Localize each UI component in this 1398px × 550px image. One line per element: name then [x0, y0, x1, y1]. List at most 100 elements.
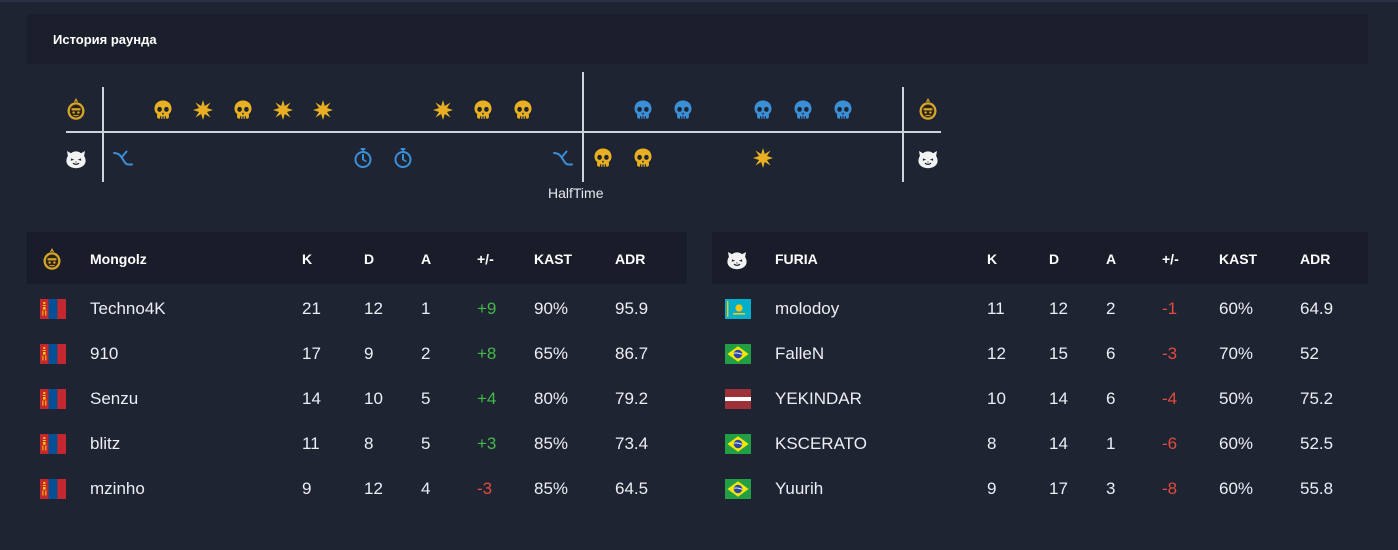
assists: 6: [1106, 344, 1116, 363]
player-name[interactable]: molodoy: [775, 299, 840, 318]
skull-icon: [632, 99, 654, 121]
player-name[interactable]: YEKINDAR: [775, 389, 862, 408]
player-name[interactable]: KSCERATO: [775, 434, 867, 453]
kills: 17: [302, 344, 321, 363]
round-cell: [264, 87, 302, 132]
brazil-flag-icon: [725, 479, 751, 499]
stopwatch-icon: [352, 147, 374, 169]
player-row: Yuurih 9 17 3 -8 60% 55.8: [712, 466, 1368, 511]
plus-minus: +8: [477, 344, 497, 363]
round-cell: [424, 87, 462, 132]
kast: 70%: [1219, 344, 1254, 363]
deaths: 12: [1049, 299, 1068, 318]
kills: 9: [987, 479, 997, 498]
deaths: 15: [1049, 344, 1068, 363]
round-cell: [744, 135, 782, 180]
round-cell: [704, 135, 742, 180]
round-cell: [504, 135, 542, 180]
col-adr: ADR: [1300, 251, 1331, 267]
player-row: Techno4K 21 12 1 +9 90% 95.9: [27, 286, 687, 331]
plus-minus: -6: [1162, 434, 1178, 453]
mongolz-scoreboard: Mongolz K D A +/- KAST ADR Techno4K 21 12 1…: [27, 232, 687, 522]
round-cell: [304, 135, 342, 180]
player-name[interactable]: blitz: [90, 434, 121, 453]
col-assists: A: [1106, 251, 1117, 267]
col-assists: A: [421, 251, 432, 267]
furia-scoreboard: FURIA K D A +/- KAST ADR molodoy 11 12 2 -1 6…: [712, 232, 1368, 522]
mongolz-logo-icon: [39, 246, 65, 272]
kills: 11: [987, 299, 1005, 318]
col-kast: KAST: [534, 251, 573, 267]
round-cell: [824, 87, 862, 132]
player-name[interactable]: 910: [90, 344, 119, 363]
team-divider-line: [66, 131, 941, 133]
player-name[interactable]: Techno4K: [90, 299, 166, 318]
round-cell: [864, 87, 902, 132]
round-cell: [384, 135, 422, 180]
kills: 14: [302, 389, 321, 408]
round-cell: [824, 135, 862, 180]
round-cell: [184, 87, 222, 132]
mongolia-flag-icon: [40, 299, 66, 319]
round-cell: [144, 87, 182, 132]
player-row: KSCERATO 8 14 1 -6 60% 52.5: [712, 421, 1368, 466]
player-name[interactable]: Senzu: [90, 389, 139, 408]
kast: 65%: [534, 344, 569, 363]
kast: 60%: [1219, 479, 1254, 498]
round-cell: [664, 87, 702, 132]
explosion-icon: [432, 99, 454, 121]
team-name: Mongolz: [90, 251, 147, 267]
plus-minus: -4: [1162, 389, 1178, 408]
round-cell: [104, 87, 142, 132]
explosion-icon: [312, 99, 334, 121]
player-name[interactable]: FalleN: [775, 344, 825, 363]
brazil-flag-icon: [725, 344, 751, 364]
col-kast: KAST: [1219, 251, 1258, 267]
kast: 60%: [1219, 299, 1254, 318]
round-cell: [424, 135, 462, 180]
assists: 6: [1106, 389, 1116, 408]
skull-icon: [472, 99, 494, 121]
skull-icon: [672, 99, 694, 121]
round-cell: [344, 135, 382, 180]
assists: 4: [421, 479, 431, 498]
furia-panther-icon: [916, 146, 940, 170]
player-row: blitz 11 8 5 +3 85% 73.4: [27, 421, 687, 466]
player-row: FalleN 12 15 6 -3 70% 52: [712, 331, 1368, 376]
skull-icon: [592, 147, 614, 169]
adr: 79.2: [615, 389, 649, 408]
skull-icon: [632, 147, 654, 169]
player-name[interactable]: Yuurih: [775, 479, 824, 498]
deaths: 12: [364, 479, 383, 498]
round-cell: [624, 135, 662, 180]
assists: 1: [421, 299, 431, 318]
round-cell: [624, 87, 662, 132]
round-timeline: HalfTime: [60, 72, 960, 212]
kills: 9: [302, 479, 312, 498]
wire-cutter-icon: [112, 147, 134, 169]
skull-icon: [512, 99, 534, 121]
plus-minus: -3: [1162, 344, 1178, 363]
round-cell: [184, 135, 222, 180]
deaths: 8: [364, 434, 374, 453]
adr: 64.9: [1300, 299, 1334, 318]
stopwatch-icon: [392, 147, 414, 169]
halftime-line: [582, 72, 584, 182]
player-row: Senzu 14 10 5 +4 80% 79.2: [27, 376, 687, 421]
plus-minus: +3: [477, 434, 497, 453]
scoreboard-header: Mongolz K D A +/- KAST ADR: [27, 232, 687, 284]
col-plus-minus: +/-: [477, 251, 494, 267]
adr: 64.5: [615, 479, 649, 498]
assists: 5: [421, 389, 431, 408]
kast: 50%: [1219, 389, 1254, 408]
kast: 85%: [534, 434, 569, 453]
kills: 10: [987, 389, 1006, 408]
adr: 75.2: [1300, 389, 1334, 408]
mongolia-flag-icon: [40, 389, 66, 409]
deaths: 10: [364, 389, 383, 408]
player-name[interactable]: mzinho: [90, 479, 145, 498]
col-kills: K: [987, 251, 998, 267]
adr: 52: [1300, 344, 1319, 363]
assists: 1: [1106, 434, 1116, 453]
explosion-icon: [192, 99, 214, 121]
